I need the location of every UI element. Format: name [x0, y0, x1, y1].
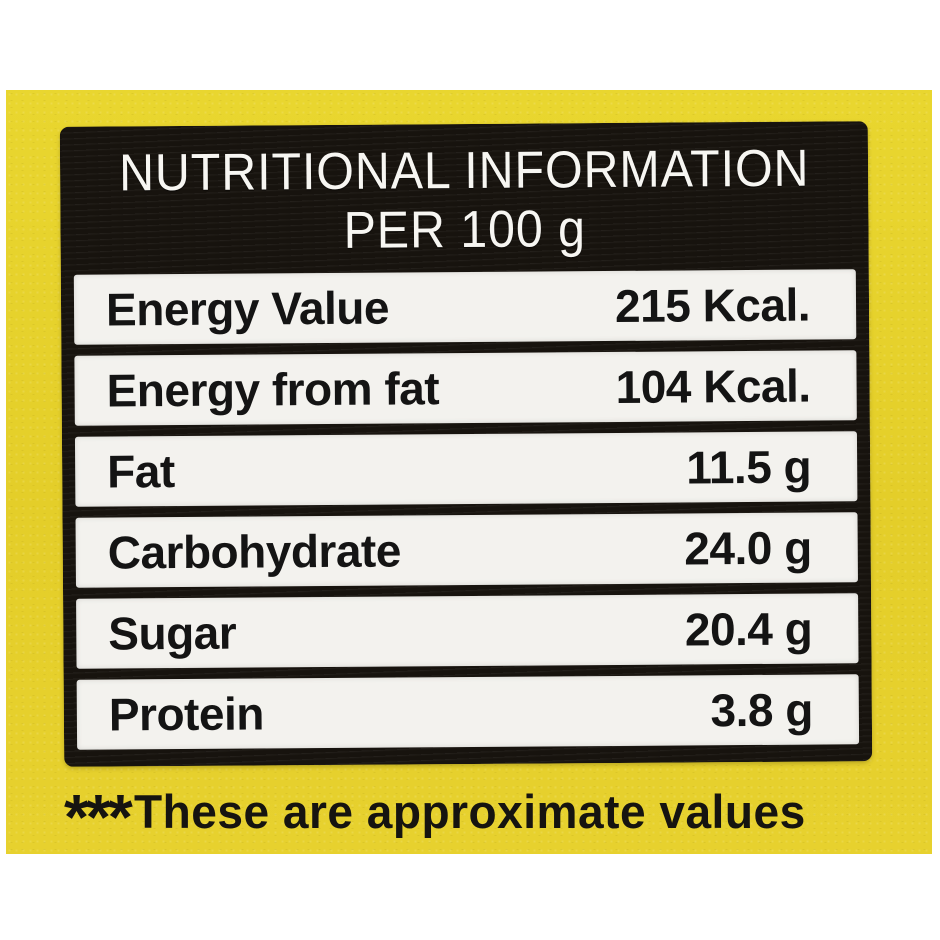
nutrient-value: 24.0 g — [684, 521, 812, 575]
row-sugar: Sugar 20.4 g — [76, 593, 859, 669]
nutrient-name: Protein — [108, 687, 265, 741]
nutrient-name: Sugar — [108, 606, 237, 660]
nutrient-name: Energy Value — [105, 281, 390, 336]
asterisk-marker: *** — [64, 781, 133, 853]
nutrient-value: 104 Kcal. — [615, 359, 811, 413]
panel-title-line2: PER 100 g — [343, 200, 586, 260]
nutrient-name: Energy from fat — [106, 362, 440, 417]
package-background: NUTRITIONAL INFORMATION PER 100 g Energy… — [6, 90, 932, 854]
panel-title-line1: NUTRITIONAL INFORMATION — [118, 139, 810, 203]
approximate-values-footnote: ***These are approximate values — [64, 774, 894, 849]
nutrient-name: Carbohydrate — [107, 524, 402, 579]
nutrient-value: 11.5 g — [686, 440, 812, 494]
nutrient-value: 3.8 g — [710, 683, 814, 737]
nutrition-panel-header: NUTRITIONAL INFORMATION PER 100 g — [60, 121, 869, 275]
nutrition-rows: Energy Value 215 Kcal. Energy from fat 1… — [61, 269, 872, 750]
row-protein: Protein 3.8 g — [76, 674, 860, 750]
nutrient-value: 215 Kcal. — [614, 278, 811, 332]
nutrient-value: 20.4 g — [684, 602, 813, 656]
row-carbohydrate: Carbohydrate 24.0 g — [75, 512, 858, 588]
row-energy-value: Energy Value 215 Kcal. — [73, 269, 857, 345]
row-energy-from-fat: Energy from fat 104 Kcal. — [74, 350, 857, 426]
row-fat: Fat 11.5 g — [74, 431, 858, 507]
nutrient-name: Fat — [107, 445, 175, 498]
footnote-text: These are approximate values — [133, 785, 806, 838]
nutrition-panel: NUTRITIONAL INFORMATION PER 100 g Energy… — [59, 121, 873, 767]
